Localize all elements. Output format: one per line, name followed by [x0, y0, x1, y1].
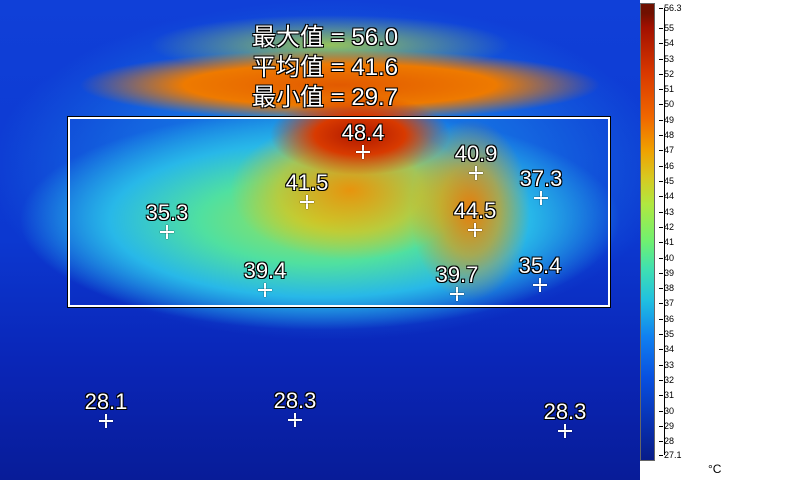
- crosshair-icon: [534, 191, 548, 205]
- scale-tick-label: 49: [658, 114, 675, 125]
- crosshair-icon: [160, 225, 174, 239]
- scale-tick-label: 53: [658, 53, 675, 64]
- scale-tick-label: 38: [658, 283, 675, 294]
- scale-tick-label: 52: [658, 68, 675, 79]
- scale-tick-label: 48: [658, 130, 675, 141]
- scale-tick-label: 44: [658, 191, 675, 202]
- crosshair-icon: [258, 283, 272, 297]
- scale-tick-label: 55: [658, 22, 675, 33]
- spot-temperature: 28.3: [273, 388, 317, 413]
- crosshair-icon: [300, 195, 314, 209]
- scale-axis: [664, 8, 665, 455]
- unit-label: °C: [708, 462, 722, 476]
- spot-temperature: 48.4: [341, 120, 385, 145]
- scale-tick-label: 39: [658, 267, 675, 278]
- scale-tick-label: 54: [658, 38, 675, 49]
- scale-tick-label: 42: [658, 221, 675, 232]
- crosshair-icon: [356, 145, 370, 159]
- spot-temperature: 28.3: [543, 399, 587, 424]
- scale-max-label: 56.3: [659, 3, 682, 13]
- spot-temperature: 39.7: [435, 262, 479, 287]
- scale-tick-label: 43: [658, 206, 675, 217]
- scale-tick-label: 36: [658, 313, 675, 324]
- avg-value-label: 平均值 = 41.6: [252, 54, 399, 81]
- scale-min-label: 27.1: [659, 450, 682, 460]
- crosshair-icon: [533, 278, 547, 292]
- measurement-area-box[interactable]: [67, 116, 611, 308]
- scale-tick-label: 28: [658, 436, 675, 447]
- scale-tick-label: 47: [658, 145, 675, 156]
- scale-tick-label: 29: [658, 420, 675, 431]
- scale-tick-label: 34: [658, 344, 675, 355]
- scale-tick-label: 40: [658, 252, 675, 263]
- scale-tick-label: 46: [658, 160, 675, 171]
- scale-tick-label: 50: [658, 99, 675, 110]
- scale-tick-label: 51: [658, 84, 675, 95]
- crosshair-icon: [99, 414, 113, 428]
- crosshair-icon: [468, 223, 482, 237]
- spot-temperature: 35.3: [145, 200, 189, 225]
- scale-tick-label: 31: [658, 390, 675, 401]
- max-value-label: 最大值 = 56.0: [252, 24, 399, 51]
- crosshair-icon: [469, 166, 483, 180]
- scale-tick-label: 30: [658, 405, 675, 416]
- scale-tick-label: 45: [658, 175, 675, 186]
- spot-temperature: 35.4: [518, 253, 562, 278]
- spot-temperature: 37.3: [519, 166, 563, 191]
- crosshair-icon: [558, 424, 572, 438]
- scale-tick-label: 35: [658, 329, 675, 340]
- spot-temperature: 40.9: [454, 141, 498, 166]
- crosshair-icon: [288, 413, 302, 427]
- spot-temperature: 44.5: [453, 198, 497, 223]
- scale-tick-label: 37: [658, 298, 675, 309]
- scale-tick-label: 33: [658, 359, 675, 370]
- spot-temperature: 39.4: [243, 258, 287, 283]
- spot-temperature: 41.5: [285, 170, 329, 195]
- min-value-label: 最小值 = 29.7: [252, 84, 399, 111]
- thermal-image: [0, 0, 640, 480]
- color-scale-bar: [640, 3, 655, 461]
- spot-temperature: 28.1: [84, 389, 128, 414]
- scale-tick-label: 32: [658, 374, 675, 385]
- crosshair-icon: [450, 287, 464, 301]
- scale-tick-label: 41: [658, 237, 675, 248]
